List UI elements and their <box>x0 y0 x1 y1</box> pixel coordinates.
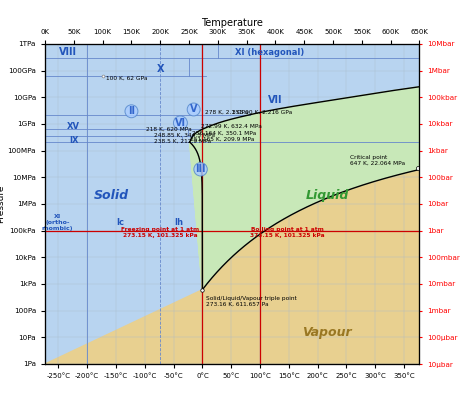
Text: Liquid: Liquid <box>306 190 349 202</box>
Text: XI (hexagonal): XI (hexagonal) <box>235 48 304 56</box>
Text: XV: XV <box>67 122 80 131</box>
Text: 355.00 K, 2.216 GPa: 355.00 K, 2.216 GPa <box>232 109 292 114</box>
Text: 251.165 K, 209.9 MPa: 251.165 K, 209.9 MPa <box>190 137 254 142</box>
Text: Vapour: Vapour <box>302 326 352 339</box>
Text: VIII: VIII <box>59 47 77 57</box>
Text: VI: VI <box>175 118 186 128</box>
Polygon shape <box>45 168 419 364</box>
Text: V: V <box>190 104 197 114</box>
Text: 278 K, 2.1 GPa: 278 K, 2.1 GPa <box>205 109 249 114</box>
Text: III: III <box>195 164 206 174</box>
Text: VII: VII <box>268 95 283 105</box>
Text: IX: IX <box>69 136 79 144</box>
X-axis label: Temperature: Temperature <box>201 18 263 28</box>
Text: Solid/Liquid/Vapour triple point
273.16 K, 611.657 Pa: Solid/Liquid/Vapour triple point 273.16 … <box>206 296 297 307</box>
Y-axis label: Pressure: Pressure <box>0 185 5 223</box>
Text: 238.5 K, 212.9 MPa: 238.5 K, 212.9 MPa <box>155 139 211 144</box>
Text: Critical point
647 K, 22.064 MPa: Critical point 647 K, 22.064 MPa <box>350 155 405 166</box>
Text: 248.85 K, 344.3 MPa: 248.85 K, 344.3 MPa <box>155 133 216 138</box>
Text: Freezing point at 1 atm
273.15 K, 101.325 kPa: Freezing point at 1 atm 273.15 K, 101.32… <box>121 227 199 238</box>
Text: Ih: Ih <box>174 218 183 227</box>
Text: 218 K, 620 MPa: 218 K, 620 MPa <box>146 127 191 132</box>
Polygon shape <box>190 87 419 290</box>
Text: 100 K, 62 GPa: 100 K, 62 GPa <box>106 76 147 81</box>
Text: 256.164 K, 350.1 MPa: 256.164 K, 350.1 MPa <box>192 131 256 136</box>
Text: Boiling point at 1 atm
373.15 K, 101.325 kPa: Boiling point at 1 atm 373.15 K, 101.325… <box>250 227 324 238</box>
Text: 272.99 K, 632.4 MPa: 272.99 K, 632.4 MPa <box>201 124 262 129</box>
Text: Ic: Ic <box>116 218 124 227</box>
Text: XI
(ortho-
rhombic): XI (ortho- rhombic) <box>42 214 73 231</box>
Text: X: X <box>156 64 164 74</box>
Text: II: II <box>128 106 135 116</box>
Text: Solid: Solid <box>94 190 129 202</box>
